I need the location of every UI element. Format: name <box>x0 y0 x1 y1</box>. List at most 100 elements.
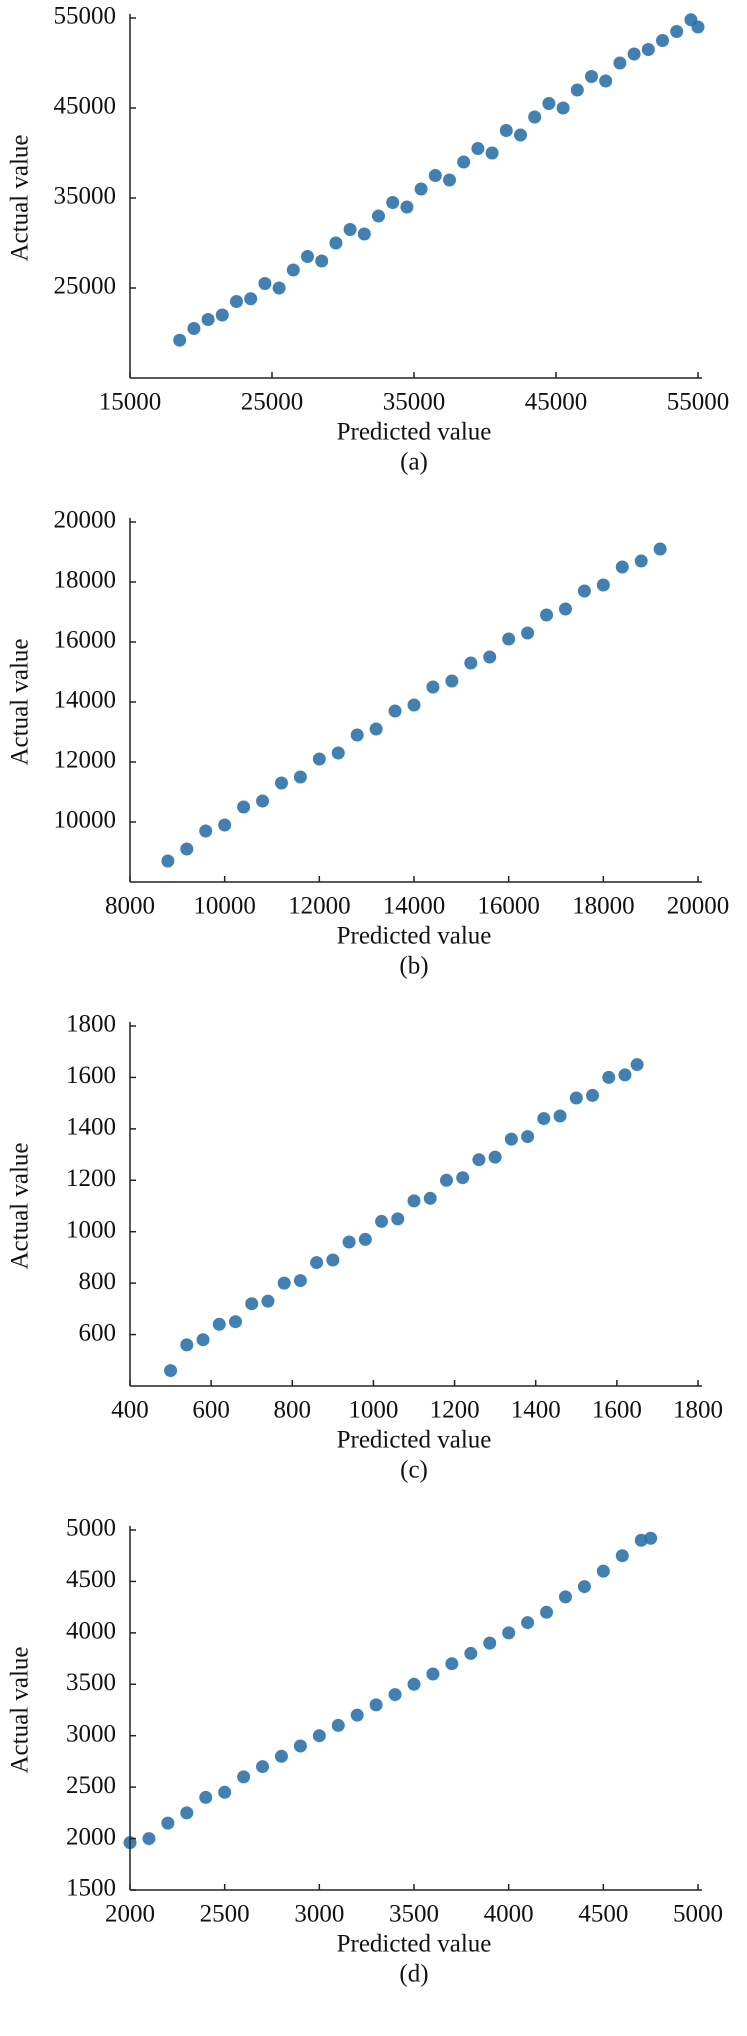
point <box>161 854 175 868</box>
x-tick-label: 4000 <box>484 1901 534 1928</box>
point <box>630 1058 644 1072</box>
point <box>556 101 570 115</box>
point <box>599 74 613 88</box>
caption: (d) <box>399 1961 428 1988</box>
x-tick-label: 5000 <box>673 1901 723 1928</box>
point <box>293 1739 307 1753</box>
point <box>218 1785 232 1799</box>
point <box>540 1605 554 1619</box>
y-axis-title: Actual value <box>7 134 34 261</box>
point <box>656 34 669 47</box>
point <box>521 1130 535 1144</box>
point <box>342 1235 356 1249</box>
point <box>653 542 667 556</box>
x-tick-label: 400 <box>111 1397 149 1424</box>
point <box>483 650 497 664</box>
y-tick-label: 10000 <box>54 807 117 834</box>
point <box>244 292 258 306</box>
y-tick-label: 3000 <box>66 1720 116 1747</box>
point <box>596 578 610 592</box>
point <box>261 1294 275 1308</box>
point <box>691 20 705 34</box>
point <box>618 1068 632 1082</box>
point <box>528 110 542 124</box>
x-tick-label: 3000 <box>294 1901 344 1928</box>
y-tick-label: 1200 <box>66 1165 116 1192</box>
point <box>350 1708 364 1722</box>
point <box>400 200 414 214</box>
y-tick-label: 4500 <box>66 1566 116 1593</box>
point <box>215 308 229 322</box>
x-axis-title: Predicted value <box>337 923 492 950</box>
x-axis-title: Predicted value <box>337 1931 492 1958</box>
point <box>358 1232 372 1246</box>
y-tick-label: 20000 <box>54 507 117 534</box>
point <box>142 1832 156 1846</box>
point <box>423 1191 437 1205</box>
x-tick-label: 1400 <box>511 1397 561 1424</box>
caption: (b) <box>399 953 428 980</box>
point <box>596 1564 610 1578</box>
y-tick-label: 3500 <box>66 1669 116 1696</box>
y-tick-label: 12000 <box>54 747 117 774</box>
point <box>569 1091 583 1105</box>
point <box>558 602 572 616</box>
point <box>180 1338 194 1352</box>
y-tick-label: 14000 <box>54 687 117 714</box>
point <box>372 209 385 223</box>
point <box>173 333 187 347</box>
point <box>577 1580 591 1594</box>
point <box>472 1153 486 1167</box>
point <box>272 281 286 295</box>
point <box>426 1667 440 1681</box>
point <box>414 182 428 196</box>
point <box>641 43 655 56</box>
point <box>540 608 554 622</box>
y-tick-label: 55000 <box>54 3 117 30</box>
x-tick-label: 20000 <box>667 893 730 920</box>
point <box>577 584 591 598</box>
y-tick-label: 1500 <box>66 1875 116 1902</box>
point <box>585 70 598 83</box>
y-tick-label: 1600 <box>66 1062 116 1089</box>
point <box>627 47 641 61</box>
point <box>199 1790 213 1804</box>
point <box>407 698 421 712</box>
point <box>471 142 485 155</box>
x-axis-title: Predicted value <box>337 419 492 446</box>
point <box>644 1531 658 1545</box>
point <box>521 1616 535 1630</box>
point <box>456 1171 470 1185</box>
x-tick-label: 10000 <box>193 893 256 920</box>
x-tick-label: 8000 <box>105 893 155 920</box>
point <box>312 752 326 766</box>
point <box>258 277 272 290</box>
point <box>315 254 329 268</box>
point <box>457 155 471 169</box>
y-tick-label: 5000 <box>66 1515 116 1542</box>
point <box>301 250 314 263</box>
point <box>445 674 459 688</box>
point <box>504 1132 518 1146</box>
y-axis-title: Actual value <box>7 1646 34 1773</box>
point <box>483 1636 497 1650</box>
point <box>180 842 194 856</box>
x-tick-label: 800 <box>274 1397 312 1424</box>
x-tick-label: 2500 <box>200 1901 250 1928</box>
point <box>388 704 402 718</box>
y-tick-label: 4000 <box>66 1618 116 1645</box>
point <box>537 1112 551 1126</box>
point <box>586 1088 600 1102</box>
x-tick-label: 12000 <box>288 893 351 920</box>
point <box>615 560 629 574</box>
point <box>329 236 343 250</box>
point <box>196 1333 210 1347</box>
y-tick-label: 35000 <box>54 183 117 210</box>
x-tick-label: 45000 <box>525 389 588 416</box>
point <box>293 1274 307 1288</box>
point <box>180 1806 194 1820</box>
x-axis-title: Predicted value <box>337 1427 492 1454</box>
y-tick-label: 2000 <box>66 1823 116 1850</box>
x-tick-label: 1200 <box>430 1397 480 1424</box>
point <box>199 824 213 838</box>
